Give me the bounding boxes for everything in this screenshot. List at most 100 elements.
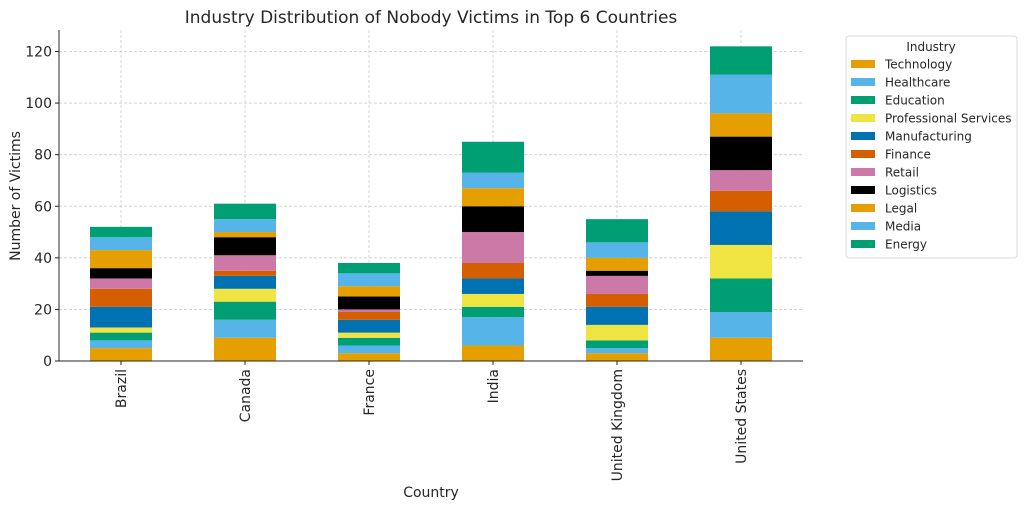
legend-swatch — [851, 96, 875, 104]
bar-segment-professional-services — [586, 324, 648, 341]
bar-segment-media — [462, 172, 524, 189]
bar-segment-retail — [710, 170, 772, 191]
bar-segment-healthcare — [338, 345, 400, 354]
bar-segment-logistics — [90, 268, 152, 279]
gridlines — [59, 30, 803, 362]
bar-segment-finance — [338, 311, 400, 320]
bar-segment-education — [214, 301, 276, 320]
bar-segment-media — [338, 273, 400, 287]
legend-label: Media — [885, 220, 921, 234]
legend-swatch — [851, 222, 875, 230]
bar-segment-legal — [338, 286, 400, 297]
bar-segment-technology — [710, 337, 772, 361]
bar-segment-manufacturing — [462, 278, 524, 294]
legend-swatch — [851, 150, 875, 158]
bar-stack-brazil — [90, 226, 152, 361]
legend-label: Energy — [885, 238, 927, 252]
bar-segment-education — [462, 306, 524, 318]
bar-segment-legal — [586, 257, 648, 271]
bar-segment-professional-services — [90, 327, 152, 333]
bar-segment-energy — [214, 203, 276, 220]
legend-swatch — [851, 60, 875, 68]
bar-segment-professional-services — [710, 244, 772, 279]
x-tick-label: India — [486, 369, 502, 403]
bar-segment-technology — [462, 345, 524, 361]
chart-title: Industry Distribution of Nobody Victims … — [185, 8, 678, 28]
bar-segment-legal — [710, 113, 772, 137]
bar-segment-retail — [338, 309, 400, 312]
bar-segment-finance — [90, 288, 152, 307]
bar-segment-education — [710, 278, 772, 312]
bar-segment-education — [586, 340, 648, 349]
legend-swatch — [851, 186, 875, 194]
x-tick-label: United Kingdom — [610, 369, 626, 481]
bar-segment-retail — [90, 278, 152, 289]
bar-segment-technology — [214, 337, 276, 361]
axes — [58, 30, 803, 362]
bar-segment-retail — [214, 255, 276, 271]
bar-segment-healthcare — [462, 317, 524, 346]
bar-segment-logistics — [462, 206, 524, 233]
y-tick-label: 40 — [34, 251, 52, 267]
bar-segment-technology — [338, 353, 400, 361]
bar-segment-energy — [338, 262, 400, 274]
bar-stack-france — [338, 262, 400, 361]
bar-segment-professional-services — [338, 332, 400, 338]
legend-label: Technology — [884, 58, 952, 72]
bar-segment-media — [214, 219, 276, 233]
bar-segment-legal — [90, 250, 152, 269]
legend-swatch — [851, 204, 875, 212]
legend-swatch — [851, 240, 875, 248]
bar-segment-finance — [214, 270, 276, 276]
bar-segment-professional-services — [462, 293, 524, 307]
bar-segment-energy — [586, 219, 648, 243]
y-tick-label: 100 — [25, 96, 52, 112]
bar-segment-manufacturing — [338, 319, 400, 333]
legend-label: Professional Services — [885, 112, 1012, 126]
legend-title: Industry — [906, 40, 955, 54]
legend-swatch — [851, 114, 875, 122]
y-tick-label: 20 — [34, 302, 52, 318]
bar-segment-finance — [462, 262, 524, 279]
y-tick-label: 60 — [34, 199, 52, 215]
bar-segment-education — [90, 332, 152, 341]
bar-segment-energy — [90, 226, 152, 238]
bar-segment-healthcare — [214, 319, 276, 338]
bar-segment-energy — [462, 141, 524, 173]
bar-stack-canada — [214, 203, 276, 361]
x-tick-label: Brazil — [114, 369, 130, 408]
legend-label: Education — [885, 94, 945, 108]
legend-swatch — [851, 168, 875, 176]
bar-segment-media — [710, 74, 772, 114]
x-tick-label: France — [362, 369, 378, 416]
legend-label: Legal — [885, 202, 917, 216]
bar-segment-healthcare — [90, 340, 152, 349]
bar-stack-united-states — [710, 46, 772, 361]
bar-segment-media — [586, 242, 648, 258]
bar-segment-finance — [710, 190, 772, 212]
legend-label: Logistics — [885, 184, 937, 198]
x-ticks: Brazil Canada France India United Kingdom Uni… — [114, 361, 750, 481]
bar-segment-finance — [586, 293, 648, 307]
bar-segment-logistics — [586, 270, 648, 276]
bars — [90, 46, 772, 361]
legend-label: Retail — [885, 166, 919, 180]
x-tick-label: United States — [734, 369, 750, 464]
bar-segment-manufacturing — [710, 211, 772, 245]
bar-segment-manufacturing — [214, 275, 276, 289]
bar-segment-manufacturing — [586, 306, 648, 325]
legend: Industry Technology Healthcare Education Pr… — [845, 35, 1018, 259]
legend-label: Manufacturing — [885, 130, 972, 144]
bar-stack-united-kingdom — [586, 219, 648, 361]
bar-segment-healthcare — [710, 311, 772, 338]
legend-label: Finance — [885, 148, 931, 162]
x-axis-label: Country — [403, 485, 459, 501]
bar-stack-india — [462, 141, 524, 361]
bar-segment-media — [90, 237, 152, 251]
x-tick-label: Canada — [238, 369, 254, 422]
bar-segment-healthcare — [586, 348, 648, 354]
y-ticks: 0 20 40 60 80 100 120 — [25, 45, 59, 370]
bar-segment-technology — [90, 348, 152, 361]
legend-frame — [845, 35, 1018, 259]
legend-label: Healthcare — [885, 76, 950, 90]
